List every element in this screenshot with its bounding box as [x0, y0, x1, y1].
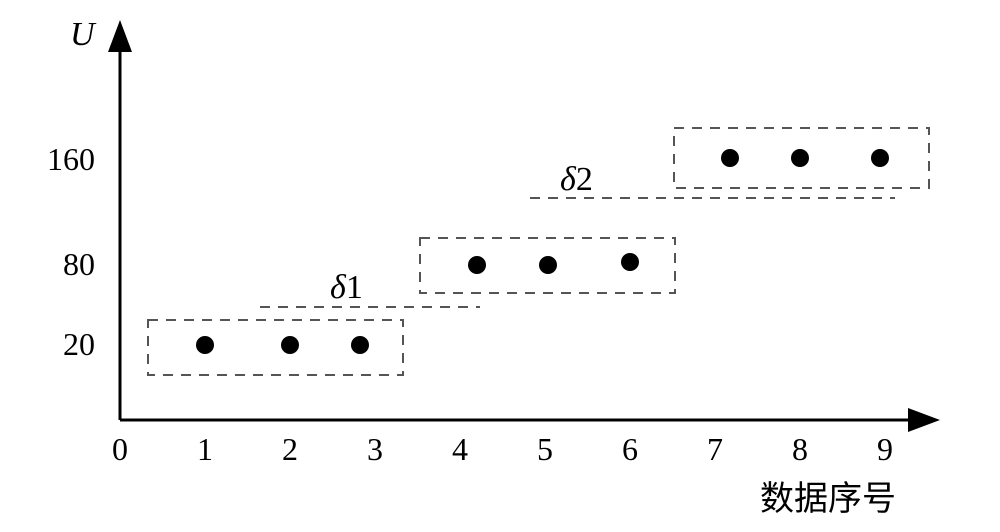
point-5 — [539, 256, 557, 274]
data-points — [196, 149, 889, 354]
x-tick-7: 7 — [707, 431, 723, 467]
x-tick-9: 9 — [877, 431, 893, 467]
chart-container: U 20 80 160 0 1 2 3 4 5 6 7 8 9 数据序号 δ1 … — [0, 0, 1000, 532]
x-tick-6: 6 — [622, 431, 638, 467]
point-1 — [196, 336, 214, 354]
point-8 — [791, 149, 809, 167]
delta2-label: δ2 — [560, 161, 593, 198]
x-tick-8: 8 — [792, 431, 808, 467]
x-tick-2: 2 — [282, 431, 298, 467]
x-tick-5: 5 — [537, 431, 553, 467]
x-tick-4: 4 — [452, 431, 468, 467]
delta1-label: δ1 — [330, 269, 363, 306]
y-tick-20: 20 — [63, 326, 95, 362]
y-tick-80: 80 — [63, 246, 95, 282]
y-tick-group: 20 80 160 — [47, 141, 95, 362]
point-7 — [721, 149, 739, 167]
scatter-step-chart: U 20 80 160 0 1 2 3 4 5 6 7 8 9 数据序号 δ1 … — [0, 0, 1000, 532]
point-3 — [351, 336, 369, 354]
x-axis-label: 数据序号 — [760, 480, 896, 518]
point-2 — [281, 336, 299, 354]
point-9 — [871, 149, 889, 167]
y-axis-label: U — [70, 16, 97, 53]
y-axis-arrow — [108, 20, 132, 52]
x-tick-1: 1 — [197, 431, 213, 467]
x-axis-arrow — [908, 408, 940, 432]
point-6 — [621, 253, 639, 271]
point-4 — [468, 256, 486, 274]
x-tick-3: 3 — [367, 431, 383, 467]
y-tick-160: 160 — [47, 141, 95, 177]
x-tick-0: 0 — [112, 431, 128, 467]
x-tick-group: 0 1 2 3 4 5 6 7 8 9 — [112, 431, 893, 467]
